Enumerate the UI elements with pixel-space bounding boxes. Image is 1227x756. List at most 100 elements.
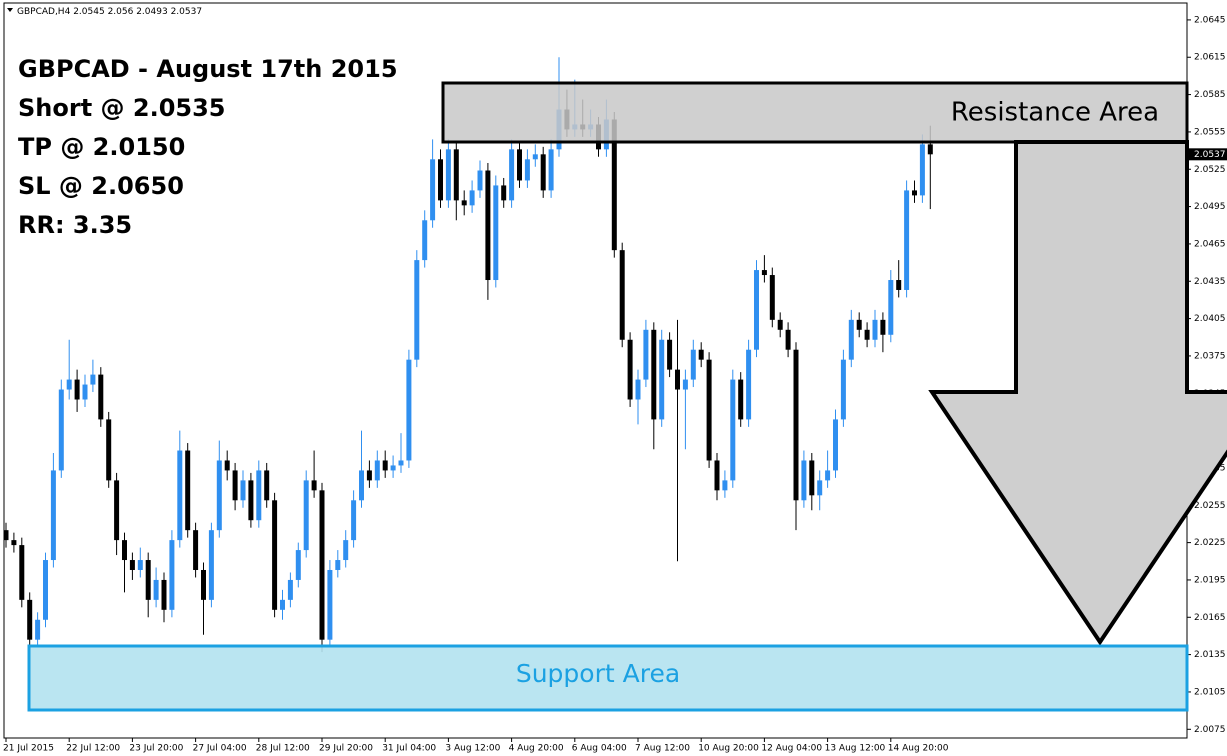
header-low: 2.0493 xyxy=(136,7,168,17)
candle-body xyxy=(66,379,72,390)
candle-body xyxy=(809,460,815,496)
candle-body xyxy=(611,119,617,251)
short-arrow xyxy=(928,140,1227,646)
annotation: Short @ 2.0535 xyxy=(18,94,226,122)
x-tick-label: 3 Aug 12:00 xyxy=(445,744,500,754)
candle-body xyxy=(374,460,380,481)
candle-body xyxy=(848,319,854,360)
candle-body xyxy=(248,480,254,521)
symbol: GBPCAD,H4 xyxy=(17,7,71,17)
candle-body xyxy=(50,470,56,561)
y-tick-label: 2.0255 xyxy=(1194,501,1226,511)
candle-body xyxy=(453,149,459,201)
x-tick-label: 27 Jul 04:00 xyxy=(193,744,247,754)
candle-body xyxy=(351,500,357,541)
candle-body xyxy=(343,540,349,561)
candle-body xyxy=(461,200,467,206)
candle-body xyxy=(485,170,491,281)
price-axis: 2.0645 2.0615 2.0585 2.0555 2.0525 2.0495 2.04… xyxy=(1187,0,1227,738)
x-tick-label: 22 Jul 12:00 xyxy=(66,744,120,754)
y-tick-label: 2.0615 xyxy=(1194,53,1226,63)
candle-body xyxy=(777,319,783,330)
candle-body xyxy=(714,460,720,491)
candle-body xyxy=(216,460,222,531)
candle-body xyxy=(754,270,759,350)
candle-body xyxy=(169,540,175,610)
candle-body xyxy=(58,389,64,471)
header-icon xyxy=(7,8,13,12)
time-axis: 21 Jul 2015 22 Jul 12:00 23 Jul 20:00 27 Ju… xyxy=(3,738,949,754)
candle-body xyxy=(27,599,33,640)
candle-body xyxy=(919,144,925,196)
x-tick-label: 7 Aug 12:00 xyxy=(635,744,690,754)
annotations: GBPCAD - August 17th 2015 Short @ 2.0535 T… xyxy=(18,55,398,239)
candle-body xyxy=(904,190,910,290)
candle-body xyxy=(335,560,341,570)
y-tick-label: 2.0105 xyxy=(1194,687,1226,697)
candle-body xyxy=(398,460,404,466)
candle-body xyxy=(430,159,436,221)
y-tick-label: 2.0405 xyxy=(1194,314,1226,324)
candle-body xyxy=(675,369,680,390)
candle-body xyxy=(833,419,838,471)
y-tick-label: 2.0465 xyxy=(1194,239,1226,249)
candle-body xyxy=(730,379,736,481)
x-tick-label: 14 Aug 20:00 xyxy=(888,744,949,754)
x-tick-label: 12 Aug 04:00 xyxy=(761,744,822,754)
candle-body xyxy=(896,280,902,290)
candle-body xyxy=(524,159,530,181)
candle-body xyxy=(817,480,823,496)
candle-body xyxy=(106,419,112,481)
candle-body xyxy=(627,339,633,400)
annotation: SL @ 2.0650 xyxy=(18,172,184,200)
candle-body xyxy=(232,470,238,501)
candle-body xyxy=(643,329,649,380)
candle-body xyxy=(422,220,428,261)
x-tick-label: 31 Jul 04:00 xyxy=(382,744,436,754)
candle-body xyxy=(201,569,206,600)
candle-body xyxy=(382,460,388,471)
x-tick-label: 4 Aug 20:00 xyxy=(509,744,564,754)
candle-body xyxy=(35,619,41,640)
candle-body xyxy=(769,275,775,320)
candle-body xyxy=(880,319,886,335)
candle-body xyxy=(825,470,831,481)
candles xyxy=(3,57,933,655)
candle-body xyxy=(3,530,9,541)
candle-body xyxy=(438,159,443,201)
y-tick-label: 2.0435 xyxy=(1194,277,1226,287)
candle-body xyxy=(208,530,214,600)
candle-body xyxy=(327,569,333,640)
candle-body xyxy=(509,149,515,201)
y-tick-label: 2.0135 xyxy=(1194,650,1226,660)
candle-body xyxy=(153,579,159,600)
y-tick-label: 2.0075 xyxy=(1194,725,1226,735)
candle-body xyxy=(287,579,293,600)
resistance-label: Resistance Area xyxy=(951,98,1159,128)
resistance-zone xyxy=(441,81,1189,144)
x-tick-label: 29 Jul 20:00 xyxy=(319,744,373,754)
candle-body xyxy=(651,329,657,420)
candle-body xyxy=(493,185,499,281)
candle-body xyxy=(390,465,396,471)
candle-body xyxy=(445,149,451,201)
candle-body xyxy=(864,329,870,340)
candle-body xyxy=(414,260,420,360)
candle-body xyxy=(501,185,507,201)
candle-body xyxy=(193,530,199,570)
x-tick-label: 13 Aug 12:00 xyxy=(825,744,886,754)
y-tick-label: 2.0645 xyxy=(1194,15,1226,25)
candle-body xyxy=(682,379,688,390)
candle-body xyxy=(129,560,135,570)
y-tick-label: 2.0195 xyxy=(1194,575,1226,585)
candle-body xyxy=(619,250,625,340)
candle-body xyxy=(406,359,412,461)
candle-body xyxy=(43,560,48,620)
y-tick-label: 2.0585 xyxy=(1194,90,1226,100)
candle-body xyxy=(532,154,538,160)
candle-body xyxy=(635,379,641,400)
x-tick-label: 21 Jul 2015 xyxy=(3,744,54,754)
candle-body xyxy=(722,480,728,491)
